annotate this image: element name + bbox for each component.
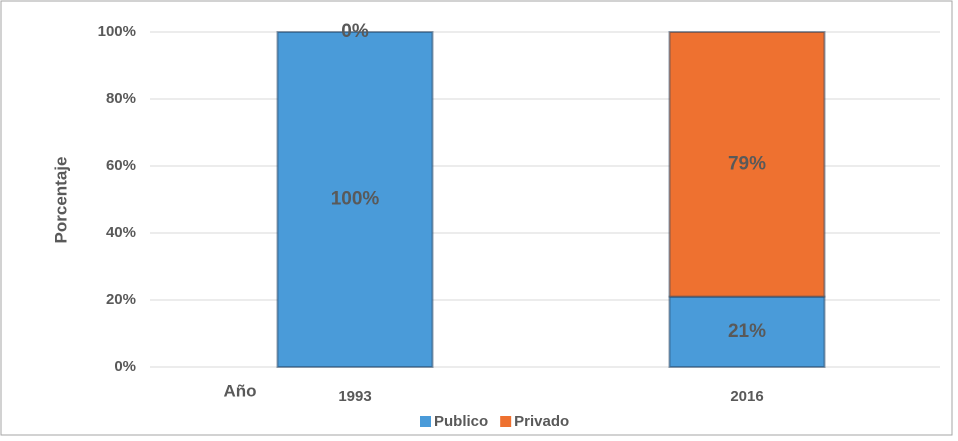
bar-segment xyxy=(668,295,826,368)
y-tick-label: 100% xyxy=(98,23,136,40)
data-label: 21% xyxy=(728,321,766,342)
y-tick-label: 80% xyxy=(106,90,136,107)
data-label: 0% xyxy=(341,21,369,42)
y-tick-label: 0% xyxy=(114,358,136,375)
legend-label: Publico xyxy=(434,413,488,430)
x-tick-label: 2016 xyxy=(730,388,763,405)
data-label: 79% xyxy=(728,153,766,174)
data-label: 100% xyxy=(331,189,380,210)
bar-segment xyxy=(276,31,434,368)
y-tick-label: 20% xyxy=(106,291,136,308)
x-axis-label: Año xyxy=(223,381,256,400)
y-tick-label: 60% xyxy=(106,157,136,174)
bar-segment xyxy=(668,31,826,298)
legend-swatch xyxy=(420,416,431,427)
legend-label: Privado xyxy=(514,413,569,430)
legend-swatch xyxy=(500,416,512,427)
y-tick-label: 40% xyxy=(106,224,136,241)
x-tick-label: 1993 xyxy=(338,388,371,405)
y-axis-label: Porcentaje xyxy=(51,157,70,244)
